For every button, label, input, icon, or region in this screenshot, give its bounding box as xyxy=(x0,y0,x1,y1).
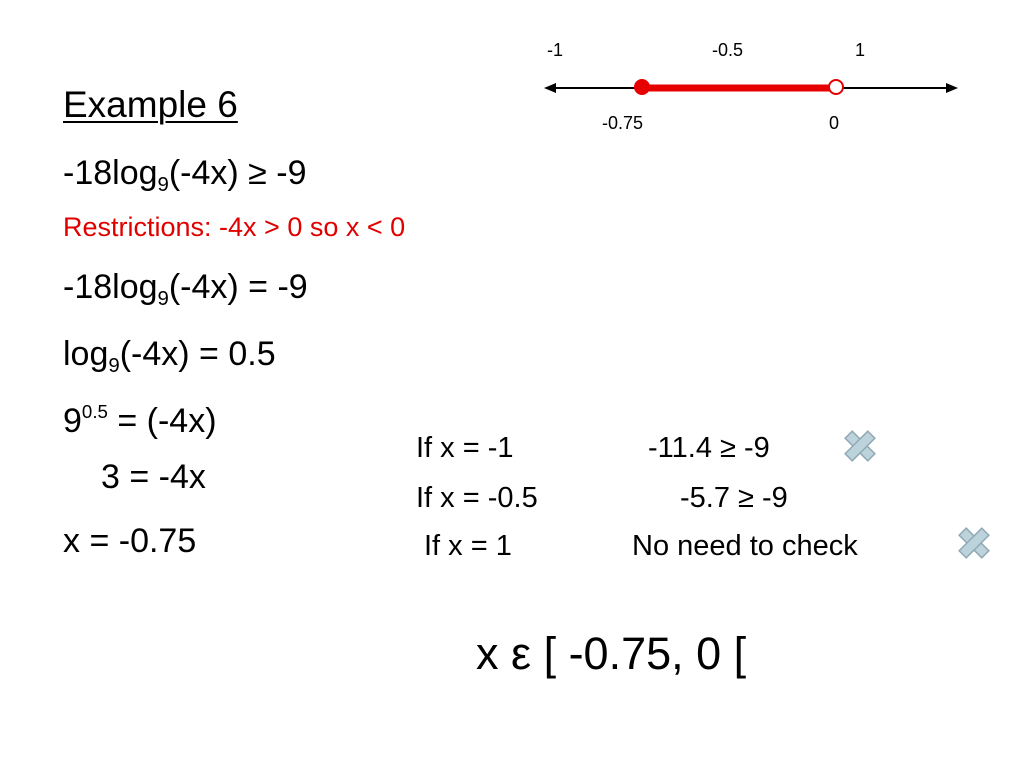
inequality-prefix: -18log xyxy=(63,154,158,192)
exp-form-line: 90.5 = (-4x) xyxy=(63,402,217,441)
check-result-1: -11.4 ≥ -9 xyxy=(648,432,770,464)
left-arrow-icon xyxy=(544,83,556,93)
exp-form-rest: = (-4x) xyxy=(107,402,217,440)
inequality-rest: (-4x) ≥ -9 xyxy=(168,154,307,192)
log-form-rest: (-4x) = 0.5 xyxy=(119,335,276,373)
right-arrow-icon xyxy=(946,83,958,93)
equation-rest: (-4x) = -9 xyxy=(168,268,308,306)
equation-prefix: -18log xyxy=(63,268,158,306)
example-title: Example 6 xyxy=(63,84,238,125)
log-form-prefix: log xyxy=(63,335,109,373)
final-answer: x ε [ -0.75, 0 [ xyxy=(476,628,747,679)
equation-log-base: 9 xyxy=(157,288,169,311)
check-result-2: -5.7 ≥ -9 xyxy=(680,482,788,514)
closed-endpoint-dot xyxy=(634,79,650,95)
cross-icon xyxy=(844,430,876,462)
check-test-1: If x = -1 xyxy=(416,432,514,464)
restrictions-note: Restrictions: -4x > 0 so x < 0 xyxy=(63,212,406,242)
tick-label-neg-0-75: -0.75 xyxy=(602,113,644,133)
solution-line: x = -0.75 xyxy=(63,522,197,560)
number-line-graphic xyxy=(544,79,958,95)
simplified-line: 3 = -4x xyxy=(101,458,206,496)
log-form-line: log9(-4x) = 0.5 xyxy=(63,335,276,378)
check-result-3: No need to check xyxy=(632,530,858,562)
cross-icon xyxy=(958,527,990,559)
tick-label-1: 1 xyxy=(855,40,866,60)
exp-form-exponent: 0.5 xyxy=(81,400,108,422)
check-test-3: If x = 1 xyxy=(424,530,512,562)
tick-label-neg-1: -1 xyxy=(547,40,564,60)
open-endpoint-circle xyxy=(828,79,844,95)
check-test-2: If x = -0.5 xyxy=(416,482,538,514)
inequality-line: -18log9(-4x) ≥ -9 xyxy=(63,154,307,197)
inequality-log-base: 9 xyxy=(157,174,169,197)
equation-line: -18log9(-4x) = -9 xyxy=(63,268,308,311)
log-form-base: 9 xyxy=(108,355,120,378)
number-line xyxy=(540,74,970,101)
tick-label-0: 0 xyxy=(829,113,840,133)
tick-label-neg-0-5: -0.5 xyxy=(712,40,744,60)
exp-form-base: 9 xyxy=(63,402,82,440)
